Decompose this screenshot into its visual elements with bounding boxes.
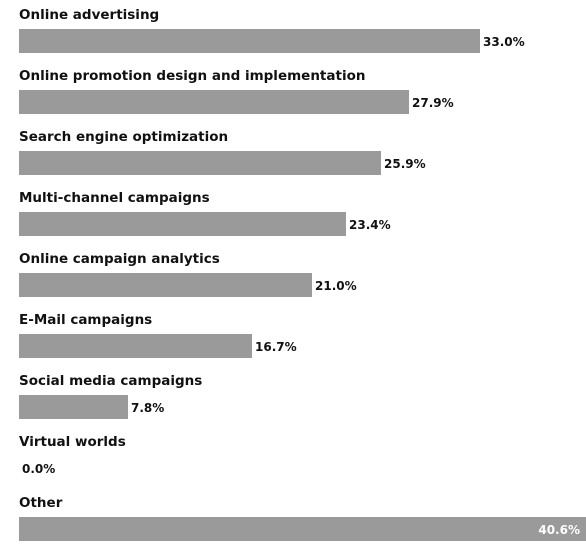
category-label: Online campaign analytics <box>19 251 220 267</box>
bar-row: Online campaign analytics 21.0% <box>0 250 586 311</box>
category-label: Online promotion design and implementati… <box>19 68 366 84</box>
bar <box>19 90 409 114</box>
value-label: 21.0% <box>315 279 357 293</box>
value-label: 33.0% <box>483 35 525 49</box>
category-label: Online advertising <box>19 7 160 23</box>
bar-row: Virtual worlds 0.0% <box>0 433 586 494</box>
bar <box>19 273 312 297</box>
bar <box>19 151 381 175</box>
value-label: 40.6% <box>538 523 580 537</box>
category-label: Social media campaigns <box>19 373 203 389</box>
bar <box>19 395 128 419</box>
category-label: E-Mail campaigns <box>19 312 153 328</box>
category-label: Multi-channel campaigns <box>19 190 210 206</box>
value-label: 16.7% <box>255 340 297 354</box>
bar-row: Online promotion design and implementati… <box>0 67 586 128</box>
category-label: Other <box>19 495 63 511</box>
bar <box>19 212 346 236</box>
bar <box>19 29 480 53</box>
bar-row: Other 40.6% <box>0 494 586 555</box>
bar-row: Search engine optimization 25.9% <box>0 128 586 189</box>
value-label: 25.9% <box>384 157 426 171</box>
value-label: 27.9% <box>412 96 454 110</box>
bar-row: Multi-channel campaigns 23.4% <box>0 189 586 250</box>
bar-row: Social media campaigns 7.8% <box>0 372 586 433</box>
category-label: Virtual worlds <box>19 434 126 450</box>
bar <box>19 517 586 541</box>
value-label: 23.4% <box>349 218 391 232</box>
bar <box>19 334 252 358</box>
bar-row: Online advertising 33.0% <box>0 6 586 67</box>
bar-row: E-Mail campaigns 16.7% <box>0 311 586 372</box>
value-label: 0.0% <box>22 462 56 476</box>
value-label: 7.8% <box>131 401 165 415</box>
category-label: Search engine optimization <box>19 129 229 145</box>
